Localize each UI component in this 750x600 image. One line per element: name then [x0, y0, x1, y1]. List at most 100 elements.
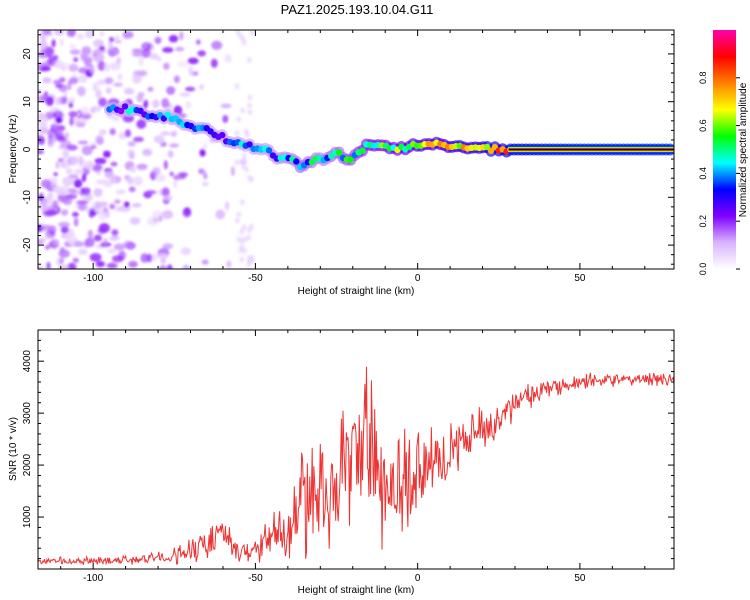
- y-tick-label: 0: [22, 146, 33, 152]
- ridge-core-blob: [335, 149, 343, 156]
- snr-panel: -100 -50 0 50 1000 2000 3000 4000 Height of st…: [8, 329, 675, 596]
- noise-blob: [47, 195, 53, 205]
- x-tick-label: -50: [248, 273, 263, 284]
- snr-line-clip: [38, 366, 674, 566]
- noise-blob: [215, 209, 226, 220]
- x-tick-label: 0: [415, 273, 421, 284]
- noise-blob: [246, 234, 252, 241]
- y-tick-label: -10: [22, 190, 33, 205]
- noise-blob: [40, 224, 52, 231]
- noise-blob: [77, 140, 89, 145]
- noise-blob: [92, 82, 99, 92]
- noise-blob: [60, 226, 70, 234]
- noise-blob: [94, 157, 107, 165]
- noise-blob: [68, 77, 79, 85]
- noise-blob: [180, 172, 186, 179]
- noise-blob: [246, 261, 252, 268]
- noise-blob: [38, 115, 49, 126]
- noise-blob: [211, 40, 223, 50]
- noise-blob: [58, 145, 68, 150]
- noise-blob: [109, 175, 116, 185]
- ridge-core-blob: [121, 103, 129, 110]
- x-tick-label: 0: [415, 573, 421, 584]
- noise-blob: [174, 46, 185, 52]
- noise-blob: [66, 144, 78, 151]
- noise-blob: [141, 48, 151, 58]
- noise-blob: [243, 166, 249, 173]
- x-tick-label: -50: [248, 573, 263, 584]
- noise-blob: [246, 57, 252, 63]
- y-tick-label: 2000: [22, 454, 33, 477]
- noise-blob: [127, 176, 134, 185]
- figure-title: PAZ1.2025.193.10.04.G11: [281, 2, 434, 17]
- noise-blob: [85, 160, 95, 170]
- noise-blob: [243, 128, 249, 135]
- noise-blob: [167, 150, 174, 158]
- noise-blob: [72, 211, 79, 217]
- noise-blob: [196, 39, 201, 45]
- noise-blob: [188, 66, 193, 76]
- noise-blob: [73, 217, 79, 227]
- noise-blob: [224, 201, 230, 211]
- noise-blob: [51, 39, 56, 48]
- noise-blob: [202, 142, 208, 150]
- noise-blob: [131, 48, 143, 53]
- snr-ylabel: SNR (10 * v/v): [8, 417, 19, 481]
- colorbar-tick-label: 0.0: [698, 263, 708, 276]
- noise-blob: [149, 53, 159, 60]
- noise-blob: [68, 111, 78, 118]
- noise-blob: [73, 178, 83, 188]
- noise-blob: [182, 264, 190, 269]
- noise-blob: [55, 161, 60, 169]
- noise-blob: [51, 134, 57, 143]
- noise-blob: [161, 98, 170, 108]
- noise-blob: [168, 35, 179, 43]
- noise-blob: [236, 211, 242, 218]
- noise-blob: [169, 171, 174, 177]
- noise-blob: [108, 36, 115, 43]
- noise-blob: [77, 74, 88, 84]
- noise-blob: [81, 172, 87, 183]
- noise-blob: [239, 238, 245, 244]
- x-tick-label: 50: [574, 573, 586, 584]
- noise-blob: [140, 253, 149, 263]
- noise-blob: [152, 99, 160, 109]
- noise-blob: [95, 201, 101, 209]
- noise-blob: [129, 166, 137, 173]
- noise-blob: [73, 57, 79, 63]
- ridge-core-blob: [246, 141, 253, 148]
- noise-blob: [155, 174, 167, 182]
- noise-blob: [105, 87, 112, 94]
- noise-blob: [242, 247, 248, 254]
- noise-blob: [152, 210, 163, 219]
- noise-blob: [125, 129, 131, 138]
- noise-blob: [125, 241, 136, 250]
- noise-blob: [180, 247, 191, 255]
- noise-blob: [226, 260, 232, 269]
- noise-blob: [234, 217, 240, 224]
- noise-blob: [247, 102, 252, 109]
- noise-blob: [163, 62, 170, 70]
- noise-blob: [147, 216, 159, 226]
- x-tick-label: 50: [574, 273, 586, 284]
- noise-blob: [118, 132, 127, 140]
- noise-blob: [53, 239, 59, 246]
- noise-blob: [162, 47, 174, 53]
- noise-blob: [201, 259, 209, 265]
- noise-blob: [224, 54, 232, 64]
- noise-blob: [41, 237, 47, 242]
- noise-blob: [95, 135, 104, 145]
- noise-blob: [84, 30, 95, 39]
- noise-blob: [42, 92, 48, 102]
- noise-blob: [158, 265, 167, 269]
- noise-blob: [162, 195, 173, 201]
- noise-blob: [38, 265, 43, 269]
- noise-blob: [46, 261, 51, 269]
- noise-blob: [199, 84, 205, 90]
- noise-blob: [118, 250, 126, 261]
- ridge-core-blob: [117, 107, 125, 115]
- ridge-core-blob: [359, 147, 366, 154]
- noise-blob: [247, 109, 253, 116]
- noise-blob: [78, 67, 89, 74]
- noise-blob: [42, 77, 52, 84]
